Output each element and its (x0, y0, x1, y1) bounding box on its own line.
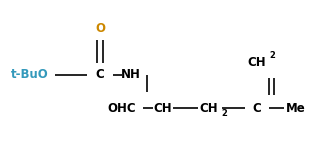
Text: C: C (253, 102, 261, 115)
Text: CH: CH (154, 102, 172, 115)
Text: Me: Me (286, 102, 306, 115)
Text: OHC: OHC (108, 102, 136, 115)
Text: 2: 2 (269, 51, 275, 60)
Text: NH: NH (121, 68, 141, 82)
Text: O: O (95, 21, 105, 34)
Text: t-BuO: t-BuO (11, 68, 49, 82)
Text: CH: CH (200, 102, 218, 115)
Text: 2: 2 (221, 110, 227, 119)
Text: CH: CH (248, 55, 266, 68)
Text: C: C (96, 68, 104, 82)
